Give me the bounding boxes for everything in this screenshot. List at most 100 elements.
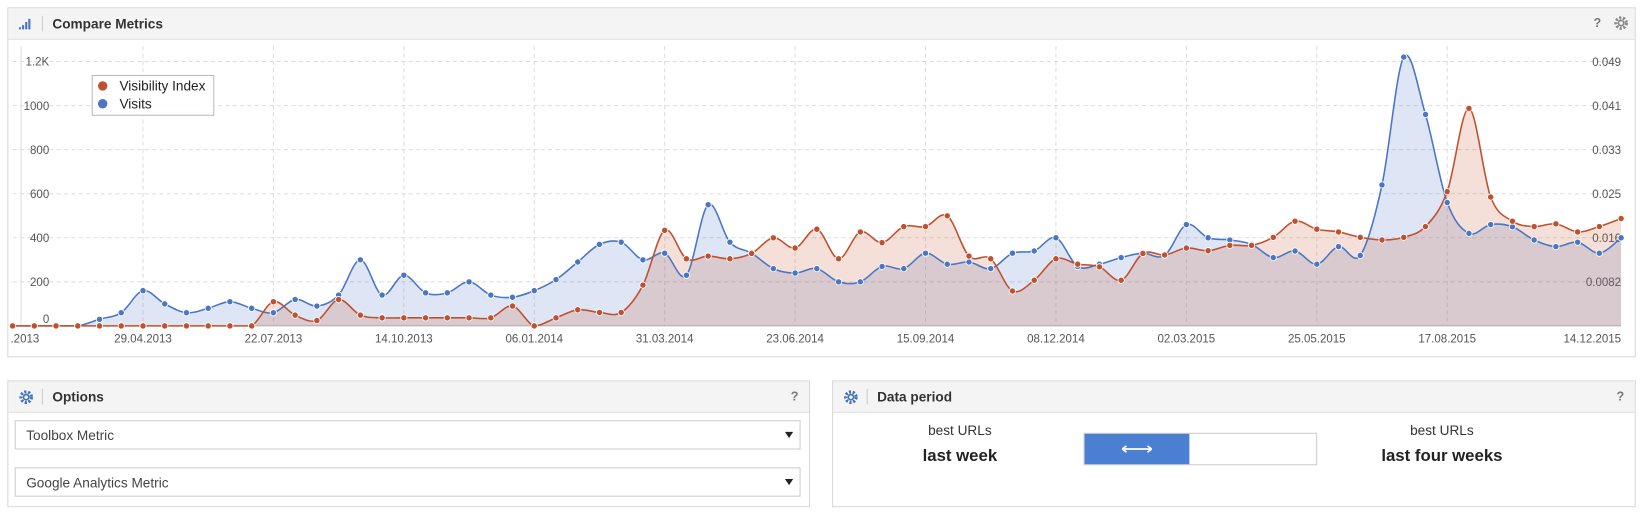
data-point	[269, 309, 277, 317]
y-tick-label: 1000	[24, 101, 50, 113]
data-point	[574, 258, 582, 266]
data-point	[1008, 287, 1017, 295]
x-tick-label: .2013	[10, 334, 39, 346]
data-point	[1226, 241, 1234, 249]
y-tick-label: 1.2K	[26, 57, 50, 69]
data-point	[1313, 225, 1321, 233]
select[interactable]: Toolbox Metric	[14, 420, 801, 450]
data-point	[617, 308, 625, 317]
x-tick-label: 22.07.2013	[245, 334, 303, 346]
settings-icon	[844, 390, 858, 404]
data-point	[900, 265, 908, 273]
panel-header: Data period ?	[833, 381, 1635, 413]
data-point	[552, 276, 560, 284]
data-point	[378, 314, 386, 322]
data-point	[313, 316, 321, 325]
data-point	[595, 240, 604, 248]
data-point	[269, 298, 277, 306]
data-point	[682, 271, 690, 279]
data-point	[1030, 247, 1038, 255]
options-panel: Options ? Toolbox Metric Google Analytic…	[7, 380, 811, 508]
data-point	[704, 252, 712, 260]
data-point	[226, 298, 234, 306]
settings-icon	[19, 390, 34, 404]
legend-marker	[97, 99, 108, 109]
data-point	[1400, 53, 1408, 61]
data-point	[291, 311, 299, 319]
chart-icon	[18, 18, 31, 30]
data-point	[987, 255, 995, 263]
data-point	[639, 256, 647, 264]
data-point	[530, 322, 538, 330]
data-point	[1443, 188, 1451, 196]
data-point	[400, 271, 408, 279]
x-tick-label: 23.06.2014	[766, 334, 824, 346]
data-point	[487, 291, 495, 299]
data-point	[921, 249, 930, 257]
data-point	[943, 212, 951, 220]
help-button[interactable]: ?	[1616, 388, 1625, 404]
data-point	[1552, 220, 1560, 228]
select-text: Google Analytics Metric	[26, 474, 169, 491]
data-point	[661, 226, 669, 234]
data-point	[856, 278, 864, 286]
period-label: last week	[922, 447, 998, 466]
help-button[interactable]: ?	[1593, 15, 1602, 31]
data-point	[1508, 217, 1516, 225]
data-point	[182, 309, 191, 317]
legend-box	[91, 74, 215, 116]
data-point	[204, 322, 212, 330]
data-point	[1291, 217, 1299, 225]
data-point	[356, 256, 364, 264]
data-point	[1182, 244, 1190, 252]
y-tick-label: 400	[30, 233, 49, 245]
x-tick-label: 29.04.2013	[114, 334, 172, 346]
data-point	[204, 304, 212, 312]
data-point	[769, 265, 777, 273]
data-point	[1443, 198, 1451, 207]
x-tick-label: 06.01.2014	[505, 334, 563, 346]
data-point	[987, 265, 995, 273]
legend-marker	[97, 81, 108, 91]
data-point	[1378, 181, 1386, 189]
data-point	[139, 287, 147, 295]
data-point	[378, 291, 386, 299]
y2-tick-label: 0.016	[1592, 233, 1621, 245]
data-point	[422, 289, 430, 297]
data-point	[682, 255, 690, 263]
data-point	[1421, 222, 1430, 231]
data-point	[1030, 276, 1038, 284]
settings-button[interactable]	[1614, 16, 1629, 31]
x-tick-label: 25.05.2015	[1288, 334, 1346, 346]
data-point	[1378, 236, 1386, 244]
period-toggle[interactable]	[1083, 432, 1318, 466]
data-point	[943, 260, 951, 268]
data-point	[1052, 234, 1060, 242]
data-point	[1356, 233, 1364, 241]
select[interactable]: Google Analytics Metric	[14, 467, 801, 497]
y2-tick-label: 0.025	[1592, 189, 1621, 201]
legend: Visibility Index Visits	[91, 74, 215, 116]
help-button[interactable]: ?	[790, 388, 799, 404]
data-point	[1334, 228, 1343, 236]
data-point	[182, 322, 191, 330]
data-point	[1487, 220, 1495, 229]
data-point	[1552, 243, 1560, 251]
data-point	[856, 228, 864, 236]
data-point	[1052, 255, 1060, 263]
data-point	[813, 225, 821, 233]
data-point	[356, 311, 364, 319]
chart: 0 200 400 600 800 1000 1.2K 0.0082 0.016 0.025 0.0…	[9, 46, 1625, 346]
data-point	[748, 249, 756, 257]
y-tick-label: 600	[30, 189, 49, 201]
data-point	[95, 322, 104, 330]
data-point	[1574, 228, 1582, 236]
toggle-knob[interactable]	[1084, 433, 1190, 465]
data-point	[1291, 247, 1299, 255]
data-point	[1117, 254, 1125, 262]
select-text: Toolbox Metric	[26, 427, 115, 444]
panel-header: Options ?	[8, 381, 809, 413]
data-point	[574, 306, 582, 314]
data-point	[1465, 229, 1473, 237]
